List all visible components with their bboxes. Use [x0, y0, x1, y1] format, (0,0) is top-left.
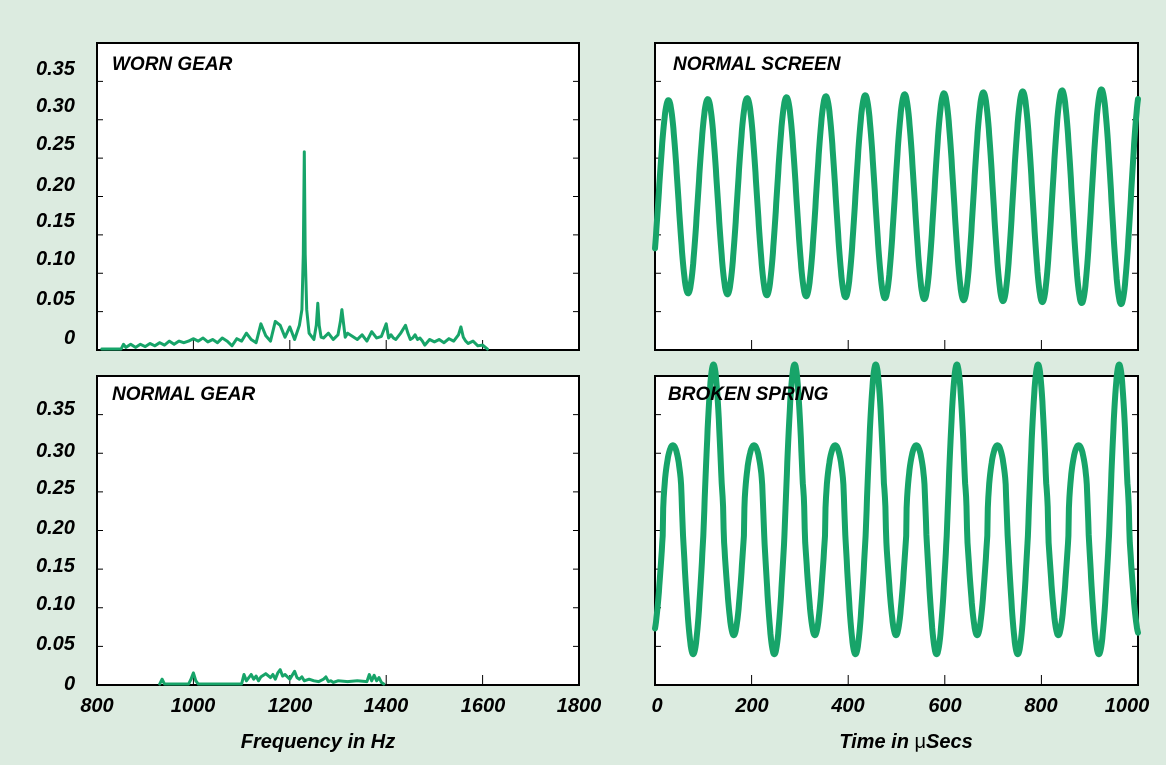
- x-tick-label: 1200: [268, 695, 313, 717]
- title-normal-screen: NORMAL SCREEN: [673, 54, 842, 75]
- y-tick-label: 0.20: [36, 517, 75, 539]
- y-tick-label: 0.35: [36, 58, 76, 80]
- title-normal-gear: NORMAL GEAR: [112, 384, 255, 405]
- x-tick-label: 400: [830, 695, 864, 717]
- x-axis-title-frequency: Frequency in Hz: [241, 731, 395, 753]
- y-tick-labels-bottom: 0.35 0.30 0.25 0.20 0.15 0.10 0.05 0: [36, 398, 76, 695]
- x-axis-title-suffix: Secs: [926, 731, 973, 753]
- y-tick-label: 0.25: [36, 133, 76, 155]
- y-tick-label: 0.30: [36, 440, 75, 462]
- trace-broken-spring: [652, 361, 1141, 658]
- y-tick-labels-top: 0.35 0.30 0.25 0.20 0.15 0.10 0.05 0: [36, 58, 76, 349]
- trace-worn-gear: [100, 150, 489, 351]
- x-axis-title-time: Time in μSecs: [839, 731, 972, 753]
- panel-worn-gear: [96, 42, 580, 351]
- trace-normal-gear: [158, 668, 386, 686]
- x-tick-labels-frequency: 800 1000 1200 1400 1600 1800: [80, 695, 601, 717]
- x-tick-labels-time: 0 200 400 600 800 1000: [651, 695, 1149, 717]
- trace-normal-screen: [652, 86, 1141, 308]
- y-tick-label: 0.25: [36, 477, 76, 499]
- x-tick-label: 800: [1024, 695, 1057, 717]
- y-tick-label: 0.05: [36, 633, 76, 655]
- x-tick-label: 1800: [557, 695, 602, 717]
- y-tick-label: 0.20: [36, 174, 75, 196]
- y-tick-label: 0.05: [36, 288, 76, 310]
- x-tick-label: 200: [734, 695, 768, 717]
- y-tick-label: 0.15: [36, 555, 76, 577]
- x-axis-title-prefix: Time in: [839, 731, 914, 753]
- x-tick-label: 1600: [461, 695, 506, 717]
- x-tick-label: 1400: [364, 695, 409, 717]
- y-tick-label: 0.15: [36, 210, 76, 232]
- panel-normal-gear: [96, 375, 580, 686]
- x-tick-label: 800: [80, 695, 113, 717]
- x-tick-label: 1000: [171, 695, 216, 717]
- y-tick-label: 0: [64, 327, 75, 349]
- title-worn-gear: WORN GEAR: [112, 54, 233, 75]
- y-tick-label: 0.35: [36, 398, 76, 420]
- y-tick-label: 0.30: [36, 95, 75, 117]
- x-tick-label: 600: [928, 695, 961, 717]
- y-tick-label: 0: [64, 673, 75, 695]
- title-broken-spring: BROKEN SPRING: [668, 384, 829, 405]
- x-axis-title-mu: μ: [914, 731, 926, 753]
- y-tick-label: 0.10: [36, 593, 75, 615]
- x-tick-label: 0: [651, 695, 662, 717]
- chart-traces: [100, 86, 1141, 686]
- x-tick-label: 1000: [1105, 695, 1150, 717]
- y-tick-label: 0.10: [36, 248, 75, 270]
